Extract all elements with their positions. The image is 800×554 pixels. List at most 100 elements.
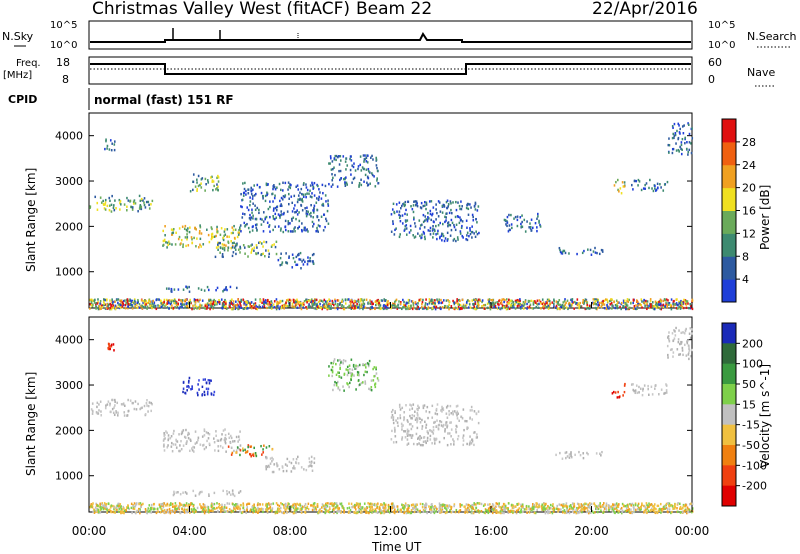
scatter-cell: [421, 418, 423, 422]
scatter-cell: [215, 288, 217, 292]
scatter-cell: [256, 206, 259, 210]
scatter-cell: [162, 503, 164, 506]
scatter-cell: [268, 252, 271, 256]
scatter-cell: [456, 414, 458, 417]
scatter-cell: [247, 301, 249, 304]
scatter-cell: [136, 306, 139, 310]
scatter-cell: [487, 507, 490, 510]
scatter-cell: [458, 307, 461, 311]
scatter-cell: [131, 305, 134, 308]
scatter-cell: [143, 203, 146, 207]
scatter-cell: [266, 465, 269, 469]
scatter-cell: [367, 154, 369, 157]
scatter-cell: [335, 154, 338, 158]
scatter-cell: [691, 502, 694, 506]
scatter-cell: [295, 457, 298, 461]
scatter-cell: [265, 465, 267, 468]
scatter-cell: [383, 506, 385, 510]
scatter-cell: [348, 385, 350, 389]
scatter-cell: [316, 302, 318, 306]
scatter-cell: [179, 449, 181, 453]
scatter-cell: [216, 187, 218, 190]
scatter-cell: [200, 245, 202, 248]
scatter-cell: [153, 502, 156, 506]
scatter-cell: [108, 148, 111, 151]
scatter-cell: [571, 510, 574, 513]
scatter-cell: [448, 303, 450, 307]
scatter-cell: [532, 307, 535, 310]
scatter-cell: [441, 204, 444, 208]
scatter-cell: [339, 169, 342, 173]
scatter-cell: [405, 233, 408, 236]
scatter-cell: [258, 502, 260, 506]
scatter-cell: [419, 206, 422, 209]
scatter-cell: [421, 303, 423, 306]
scatter-cell: [334, 380, 336, 384]
scatter-cell: [363, 373, 365, 377]
scatter-cell: [366, 184, 369, 187]
scatter-cell: [415, 201, 418, 204]
scatter-cell: [264, 199, 267, 203]
scatter-cell: [421, 427, 423, 431]
scatter-cell: [142, 199, 144, 202]
scatter-cell: [435, 507, 437, 510]
scatter-cell: [166, 246, 168, 249]
scatter-cell: [255, 218, 258, 221]
scatter-cell: [626, 304, 629, 307]
scatter-cell: [422, 230, 425, 234]
scatter-cell: [367, 170, 370, 173]
colorbar-tick-label: 4: [742, 273, 749, 286]
scatter-cell: [662, 303, 665, 307]
scatter-cell: [491, 303, 494, 307]
scatter-cell: [163, 239, 166, 242]
scatter-cell: [330, 185, 333, 188]
scatter-cell: [283, 506, 285, 509]
scatter-cell: [510, 303, 512, 307]
scatter-cell: [652, 305, 655, 308]
scatter-cell: [243, 191, 246, 194]
scatter-cell: [309, 195, 312, 198]
scatter-cell: [446, 231, 449, 235]
scatter-cell: [229, 299, 232, 303]
scatter-cell: [223, 438, 226, 442]
scatter-cell: [343, 177, 345, 181]
scatter-cell: [159, 511, 162, 514]
scatter-cell: [126, 298, 129, 301]
scatter-cell: [521, 304, 523, 307]
scatter-cell: [659, 298, 662, 301]
scatter-cell: [460, 207, 463, 211]
scatter-cell: [182, 491, 184, 494]
scatter-cell: [185, 441, 188, 445]
scatter-cell: [215, 302, 217, 305]
scatter-cell: [166, 431, 168, 435]
scatter-cell: [347, 371, 350, 374]
scatter-cell: [115, 410, 117, 413]
scatter-cell: [269, 462, 272, 465]
scatter-cell: [267, 502, 270, 505]
scatter-cell: [95, 502, 97, 506]
scatter-cell: [262, 298, 265, 301]
scatter-cell: [100, 508, 102, 511]
scatter-cell: [123, 509, 126, 512]
scatter-cell: [305, 229, 307, 232]
scatter-cell: [339, 367, 341, 371]
scatter-cell: [670, 307, 673, 311]
scatter-cell: [320, 306, 322, 309]
scatter-cell: [374, 307, 376, 311]
scatter-cell: [456, 303, 459, 306]
scatter-cell: [147, 510, 149, 513]
scatter-cell: [547, 511, 549, 515]
scatter-cell: [393, 211, 396, 215]
scatter-cell: [475, 230, 477, 233]
scatter-cell: [681, 125, 684, 128]
scatter-cell: [429, 209, 432, 213]
scatter-cell: [567, 302, 570, 305]
scatter-cell: [182, 387, 185, 390]
colorbar-tick-label: 24: [742, 159, 756, 172]
scatter-cell: [351, 164, 354, 167]
scatter-cell: [335, 373, 338, 377]
scatter-cell: [305, 183, 307, 186]
scatter-cell: [234, 248, 237, 251]
scatter-cell: [475, 503, 477, 506]
